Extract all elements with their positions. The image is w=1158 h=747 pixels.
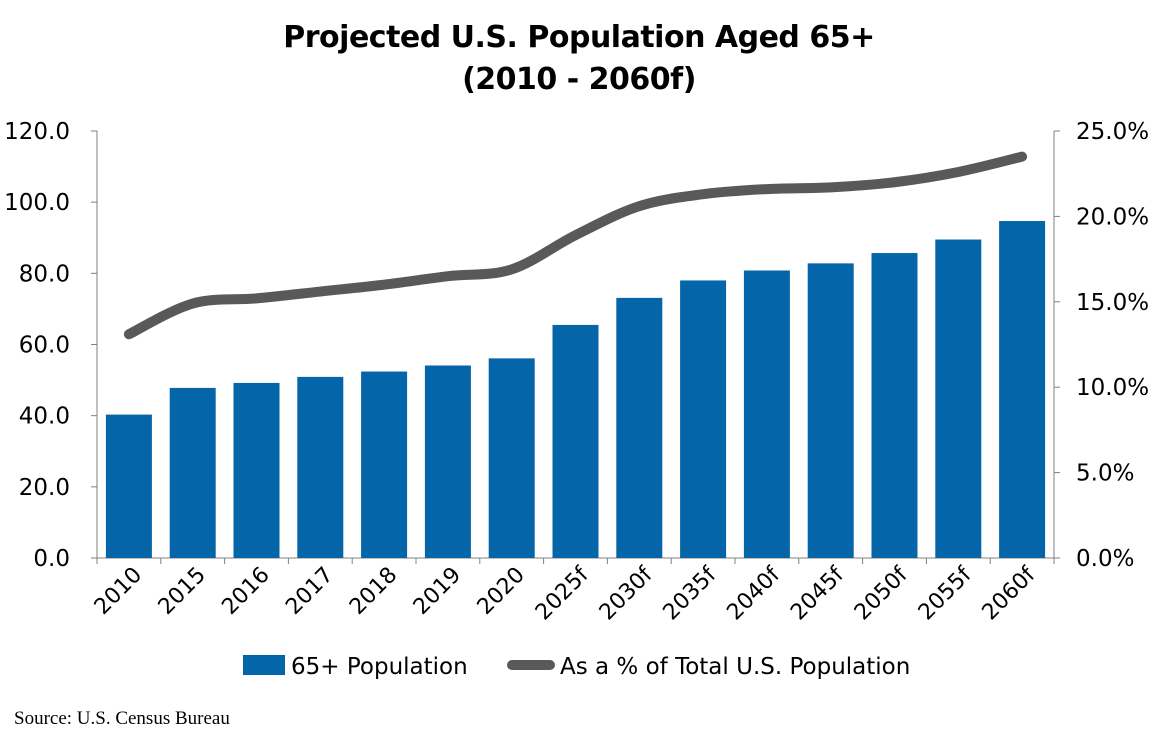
bar bbox=[105, 414, 152, 558]
x-tick-label: 2020 bbox=[473, 563, 530, 620]
x-tick-label: 2010 bbox=[90, 563, 147, 620]
y-left-tick-label: 80.0 bbox=[19, 261, 70, 287]
bar bbox=[361, 371, 408, 558]
chart-title: Projected U.S. Population Aged 65+ bbox=[283, 20, 875, 55]
bar bbox=[488, 358, 535, 558]
y-right-tick-label: 5.0% bbox=[1076, 461, 1134, 487]
x-tick-label: 2040f bbox=[722, 562, 786, 626]
x-tick-label: 2015 bbox=[154, 563, 211, 620]
y-left-tick-label: 0.0 bbox=[33, 546, 70, 572]
x-tick-label: 2030f bbox=[595, 562, 659, 626]
y-right-tick-label: 10.0% bbox=[1076, 375, 1149, 401]
x-tick-label: 2017 bbox=[281, 563, 338, 620]
bar bbox=[807, 263, 854, 558]
line-series bbox=[123, 151, 1028, 340]
bar-series bbox=[105, 221, 1046, 559]
bar bbox=[871, 253, 918, 558]
x-tick-label: 2019 bbox=[409, 563, 466, 620]
y-left-tick-label: 60.0 bbox=[19, 333, 70, 359]
bar bbox=[999, 221, 1046, 559]
bar bbox=[680, 280, 727, 558]
y-right-tick-label: 25.0% bbox=[1076, 119, 1149, 145]
bar bbox=[935, 239, 982, 558]
x-tick-label: 2025f bbox=[531, 562, 595, 626]
x-tick-label: 2050f bbox=[850, 562, 914, 626]
bar bbox=[233, 382, 280, 558]
x-tick-label: 2055f bbox=[914, 562, 978, 626]
x-tick-label: 2016 bbox=[217, 563, 274, 620]
y-right-tick-label: 15.0% bbox=[1076, 290, 1149, 316]
y-right-tick-label: 20.0% bbox=[1076, 204, 1149, 230]
legend-swatch-bar bbox=[243, 655, 285, 675]
chart-subtitle: (2010 - 2060f) bbox=[462, 62, 696, 97]
bar bbox=[424, 365, 471, 558]
y-left-tick-label: 40.0 bbox=[19, 404, 70, 430]
bar bbox=[552, 324, 599, 558]
y-left-tick-label: 100.0 bbox=[4, 190, 70, 216]
y-left-tick-label: 20.0 bbox=[19, 475, 70, 501]
legend: 65+ Population As a % of Total U.S. Popu… bbox=[243, 654, 910, 680]
bar bbox=[169, 387, 216, 558]
y-right-tick-label: 0.0% bbox=[1076, 546, 1134, 572]
bar bbox=[743, 270, 790, 558]
legend-label-line: As a % of Total U.S. Population bbox=[560, 654, 910, 680]
legend-label-bar: 65+ Population bbox=[291, 654, 468, 680]
x-tick-label: 2060f bbox=[978, 562, 1042, 626]
y-left-tick-label: 120.0 bbox=[4, 119, 70, 145]
source-note: Source: U.S. Census Bureau bbox=[14, 708, 230, 729]
x-tick-label: 2045f bbox=[786, 562, 850, 626]
bar bbox=[616, 297, 663, 558]
bar bbox=[297, 376, 344, 558]
x-tick-label: 2035f bbox=[659, 562, 723, 626]
x-tick-label: 2018 bbox=[345, 563, 402, 620]
